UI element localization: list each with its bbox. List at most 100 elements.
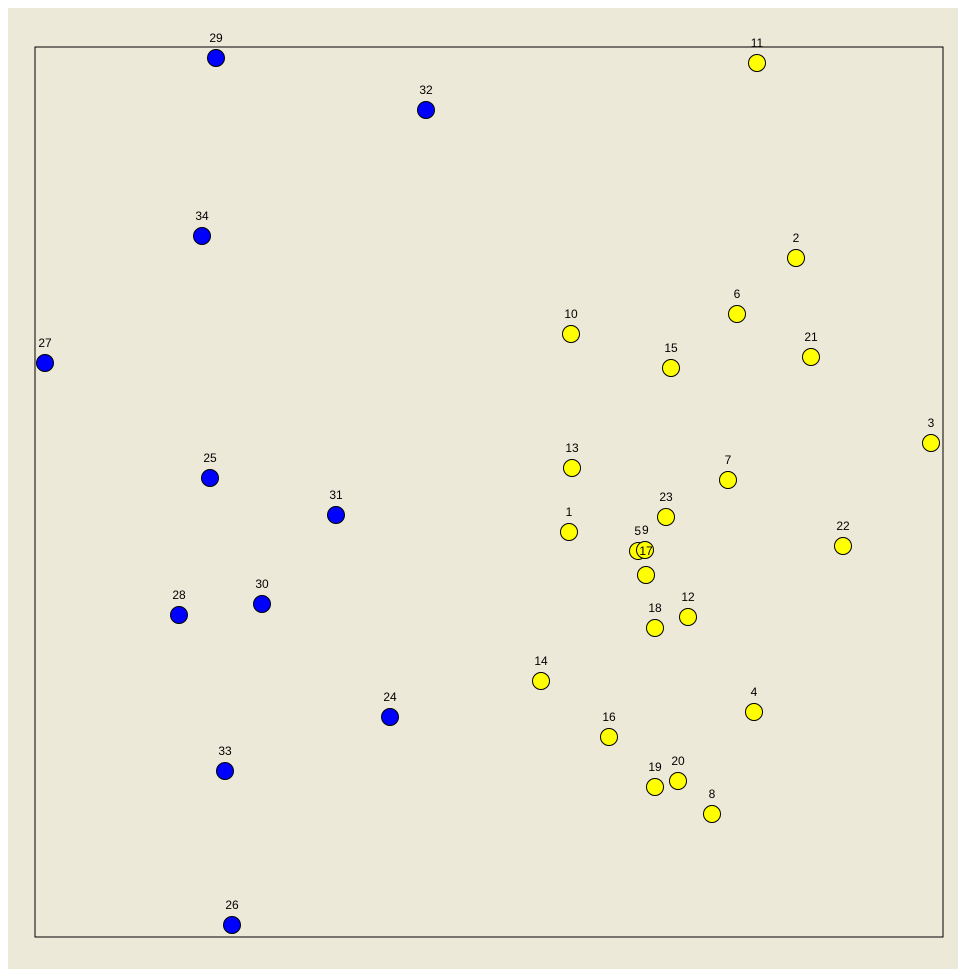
point-label: 33: [218, 744, 232, 758]
point-10: 10: [562, 307, 580, 343]
point-label: 28: [172, 588, 186, 602]
plot-canvas: [8, 8, 958, 969]
point-label: 8: [709, 787, 716, 801]
point-marker: [745, 703, 763, 721]
point-label: 22: [836, 519, 850, 533]
point-22: 22: [834, 519, 852, 555]
point-label: 10: [564, 307, 578, 321]
point-label: 11: [751, 36, 764, 50]
point-label: 32: [419, 83, 433, 97]
point-label: 12: [681, 590, 695, 604]
point-label: 13: [565, 441, 579, 455]
point-marker: [560, 523, 578, 541]
point-marker: [719, 471, 737, 489]
point-label: 23: [659, 490, 673, 504]
point-marker: [193, 227, 211, 245]
point-marker: [662, 359, 680, 377]
point-marker: [802, 348, 820, 366]
point-label: 29: [209, 31, 223, 45]
point-marker: [207, 49, 225, 67]
plot-frame: [34, 46, 944, 938]
point-label: 27: [38, 336, 52, 350]
point-marker: [748, 54, 766, 72]
point-label: 18: [648, 601, 662, 615]
point-marker: [532, 672, 550, 690]
point-marker: [657, 508, 675, 526]
point-label: 14: [534, 654, 548, 668]
point-marker: [223, 916, 241, 934]
point-label: 7: [725, 453, 732, 467]
point-marker: [381, 708, 399, 726]
point-marker: [36, 354, 54, 372]
point-7: 7: [719, 453, 737, 489]
point-26: 26: [223, 898, 241, 934]
point-6: 6: [728, 287, 746, 323]
point-marker: [679, 608, 697, 626]
point-29: 29: [207, 31, 225, 67]
point-label: 1: [566, 505, 573, 519]
point-11: 11: [748, 36, 766, 72]
point-label: 20: [671, 754, 685, 768]
point-9: 9: [636, 523, 654, 559]
point-label: 4: [751, 685, 758, 699]
point-8: 8: [703, 787, 721, 823]
point-marker: [646, 619, 664, 637]
point-20: 20: [669, 754, 687, 790]
point-14: 14: [532, 654, 550, 690]
point-31: 31: [327, 488, 345, 524]
point-1: 1: [560, 505, 578, 541]
point-label: 21: [804, 330, 818, 344]
point-marker: [253, 595, 271, 613]
point-label: 17: [639, 544, 653, 558]
point-15: 15: [662, 341, 680, 377]
point-2: 2: [787, 231, 805, 267]
point-12: 12: [679, 590, 697, 626]
point-label: 25: [203, 451, 217, 465]
point-marker: [170, 606, 188, 624]
point-marker: [922, 434, 940, 452]
point-25: 25: [201, 451, 219, 487]
point-label: 5: [634, 524, 641, 538]
point-marker: [787, 249, 805, 267]
point-marker: [563, 459, 581, 477]
point-21: 21: [802, 330, 820, 366]
point-label: 24: [383, 690, 397, 704]
point-4: 4: [745, 685, 763, 721]
point-label: 34: [195, 209, 209, 223]
point-marker: [703, 805, 721, 823]
point-13: 13: [563, 441, 581, 477]
point-marker: [728, 305, 746, 323]
point-label: 9: [642, 523, 649, 537]
point-label: 3: [928, 416, 935, 430]
point-marker: [600, 728, 618, 746]
point-label: 31: [329, 488, 343, 502]
point-27: 27: [36, 336, 54, 372]
point-label: 19: [648, 760, 662, 774]
point-30: 30: [253, 577, 271, 613]
point-19: 19: [646, 760, 664, 796]
point-23: 23: [657, 490, 675, 526]
point-label: 6: [734, 287, 741, 301]
point-24: 24: [381, 690, 399, 726]
point-17: [637, 566, 655, 584]
point-label: 30: [255, 577, 269, 591]
point-32: 32: [417, 83, 435, 119]
point-marker: [669, 772, 687, 790]
point-label: 15: [664, 341, 678, 355]
point-marker: [216, 762, 234, 780]
point-label: 26: [225, 898, 239, 912]
point-28: 28: [170, 588, 188, 624]
point-label: 16: [602, 710, 616, 724]
point-marker: [834, 537, 852, 555]
point-marker: [201, 469, 219, 487]
point-marker: [327, 506, 345, 524]
point-marker: [646, 778, 664, 796]
point-33: 33: [216, 744, 234, 780]
point-marker: [636, 541, 654, 559]
point-marker: [637, 566, 655, 584]
point-marker: [562, 325, 580, 343]
point-16: 16: [600, 710, 618, 746]
